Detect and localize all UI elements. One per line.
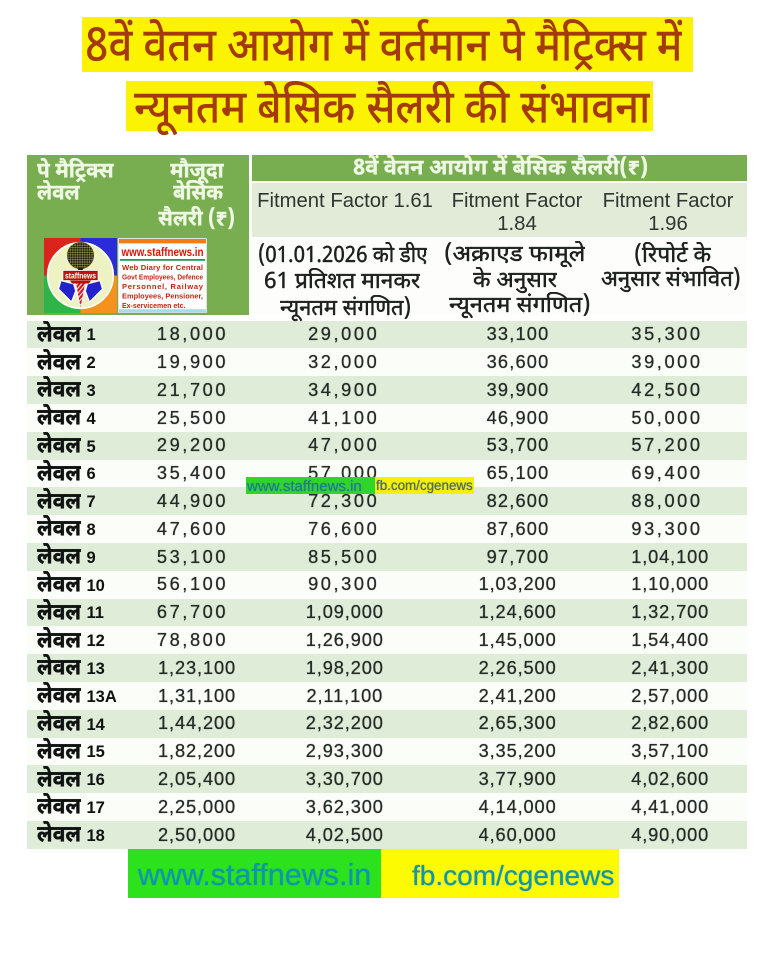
- svg-text:Web Diary for Central: Web Diary for Central: [122, 263, 203, 272]
- svg-text:staffnews: staffnews: [65, 271, 97, 280]
- svg-text:www.staffnews.in: www.staffnews.in: [121, 246, 204, 259]
- svg-text:Personnel, Railway: Personnel, Railway: [122, 282, 204, 291]
- svg-text:Employees, Pensioner,: Employees, Pensioner,: [122, 292, 203, 301]
- svg-text:Govt Employees, Defence: Govt Employees, Defence: [122, 273, 203, 282]
- svg-text:Ex-servicemen etc.: Ex-servicemen etc.: [122, 303, 185, 310]
